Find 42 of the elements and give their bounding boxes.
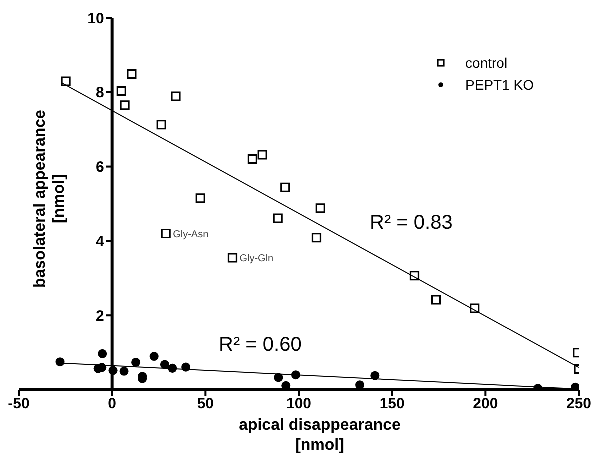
point — [171, 92, 181, 102]
point — [312, 233, 322, 243]
point — [156, 120, 166, 130]
x-tick-label: 100 — [286, 396, 312, 413]
annotation: Gly-Gln — [240, 253, 274, 264]
y-tick-label: 2 — [96, 308, 104, 325]
point — [316, 204, 326, 214]
x-tick-label: 0 — [108, 396, 117, 413]
point — [431, 295, 441, 305]
y-tick-label: 4 — [96, 234, 105, 251]
point — [248, 154, 258, 164]
annotation: R² = 0.83 — [370, 212, 453, 235]
point — [161, 228, 171, 239]
y-tick-label: 10 — [88, 10, 104, 28]
point — [56, 358, 65, 367]
point — [160, 360, 170, 370]
point — [228, 253, 238, 263]
legend-label: PEPT1 KO — [466, 77, 534, 93]
point — [273, 214, 283, 224]
point — [150, 352, 159, 362]
point — [98, 349, 108, 358]
point — [127, 69, 137, 79]
legend-label: control — [466, 55, 508, 71]
annotation: Gly-Asn — [173, 229, 209, 240]
x-tick-label: 250 — [566, 396, 592, 413]
point — [280, 182, 290, 192]
x-tick-label: 150 — [380, 396, 405, 413]
y-axis-title: basolateral appearance [nmol] — [31, 109, 69, 290]
x-tick-label: 50 — [197, 396, 214, 413]
y-tick-label: 8 — [96, 84, 104, 102]
point — [132, 358, 141, 367]
point — [116, 86, 126, 96]
point — [120, 366, 129, 376]
x-tick-label: 200 — [473, 396, 498, 413]
point — [120, 100, 130, 110]
x-tick-label: -50 — [8, 396, 30, 413]
y-tick-label: 6 — [96, 159, 104, 176]
point — [258, 150, 268, 160]
x-axis-title: apical disappearance [nmol] — [238, 416, 402, 456]
point — [196, 194, 206, 204]
point — [61, 76, 71, 86]
annotation: R² = 0.60 — [219, 334, 302, 357]
